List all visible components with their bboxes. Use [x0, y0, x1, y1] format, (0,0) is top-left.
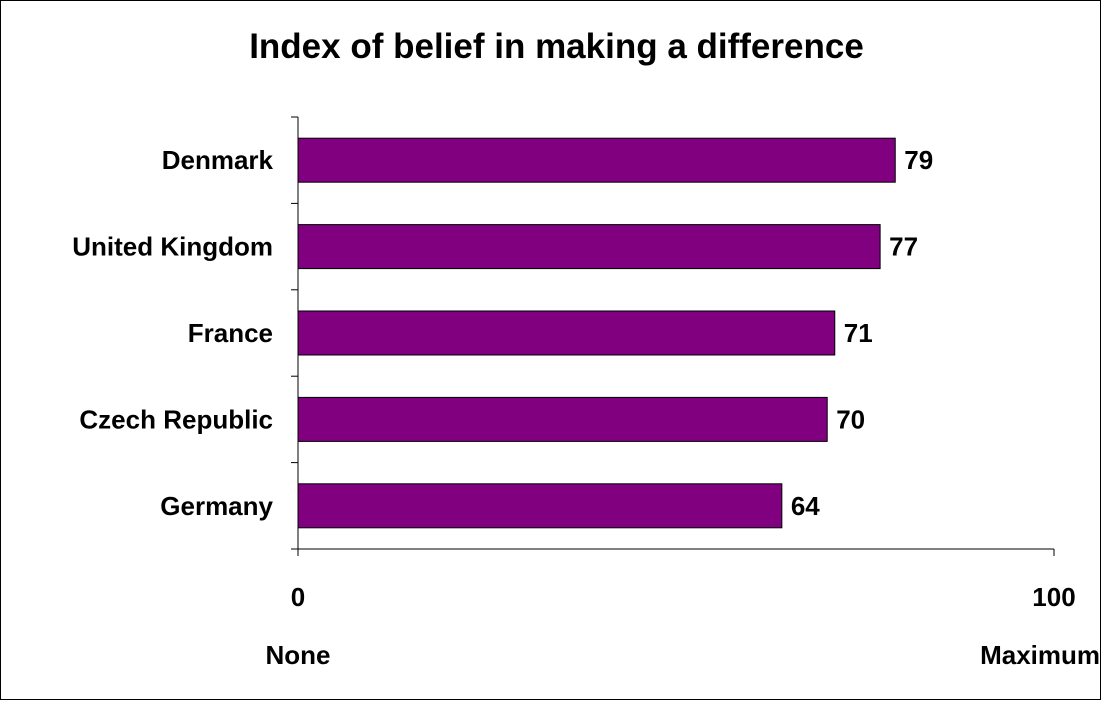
category-label: Germany [160, 491, 273, 521]
data-label: 70 [836, 404, 865, 434]
x-tick-label: 100 [1032, 582, 1075, 612]
category-label: United Kingdom [72, 232, 273, 262]
bar [297, 137, 896, 183]
bar [297, 310, 836, 356]
bar [297, 224, 881, 270]
bar [297, 396, 828, 442]
x-max-end-label: Maximum [980, 640, 1100, 670]
category-label: Czech Republic [79, 404, 273, 434]
data-label: 77 [889, 232, 918, 262]
bar [297, 483, 783, 529]
category-label: France [188, 318, 273, 348]
x-min-end-label: None [266, 640, 331, 670]
data-label: 79 [904, 145, 933, 175]
category-label: Denmark [162, 145, 274, 175]
data-label: 64 [791, 491, 820, 521]
chart-title: Index of belief in making a difference [249, 27, 864, 66]
x-tick-label: 0 [291, 582, 305, 612]
data-label: 71 [844, 318, 873, 348]
